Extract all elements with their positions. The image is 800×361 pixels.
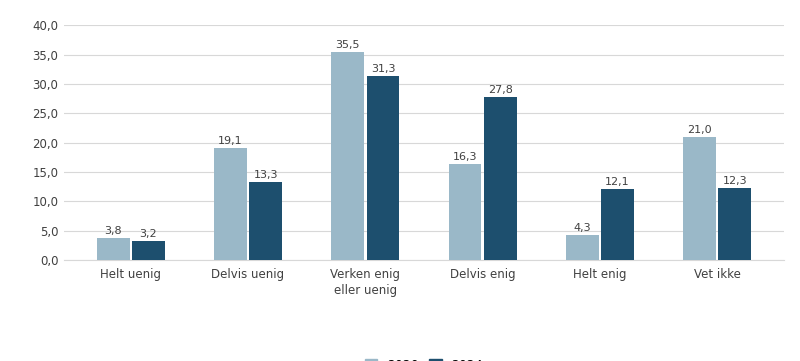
Bar — [214, 148, 247, 260]
Text: 21,0: 21,0 — [687, 125, 712, 135]
Bar — [250, 182, 282, 260]
Text: 3,2: 3,2 — [139, 229, 157, 239]
Bar — [331, 52, 364, 260]
Text: 3,8: 3,8 — [104, 226, 122, 236]
Bar — [484, 97, 517, 260]
Legend: 2020, 2024: 2020, 2024 — [361, 355, 487, 361]
Text: 13,3: 13,3 — [254, 170, 278, 180]
Text: 19,1: 19,1 — [218, 136, 242, 146]
Text: 27,8: 27,8 — [488, 85, 513, 95]
Text: 12,1: 12,1 — [606, 177, 630, 187]
Bar — [449, 164, 482, 260]
Text: 35,5: 35,5 — [335, 40, 360, 49]
Text: 12,3: 12,3 — [722, 176, 747, 186]
Bar — [97, 238, 130, 260]
Text: 16,3: 16,3 — [453, 152, 478, 162]
Bar — [566, 235, 598, 260]
Text: 31,3: 31,3 — [370, 64, 395, 74]
Bar — [683, 137, 716, 260]
Text: 4,3: 4,3 — [574, 223, 591, 232]
Bar — [366, 76, 399, 260]
Bar — [601, 189, 634, 260]
Bar — [718, 188, 751, 260]
Bar — [132, 241, 165, 260]
